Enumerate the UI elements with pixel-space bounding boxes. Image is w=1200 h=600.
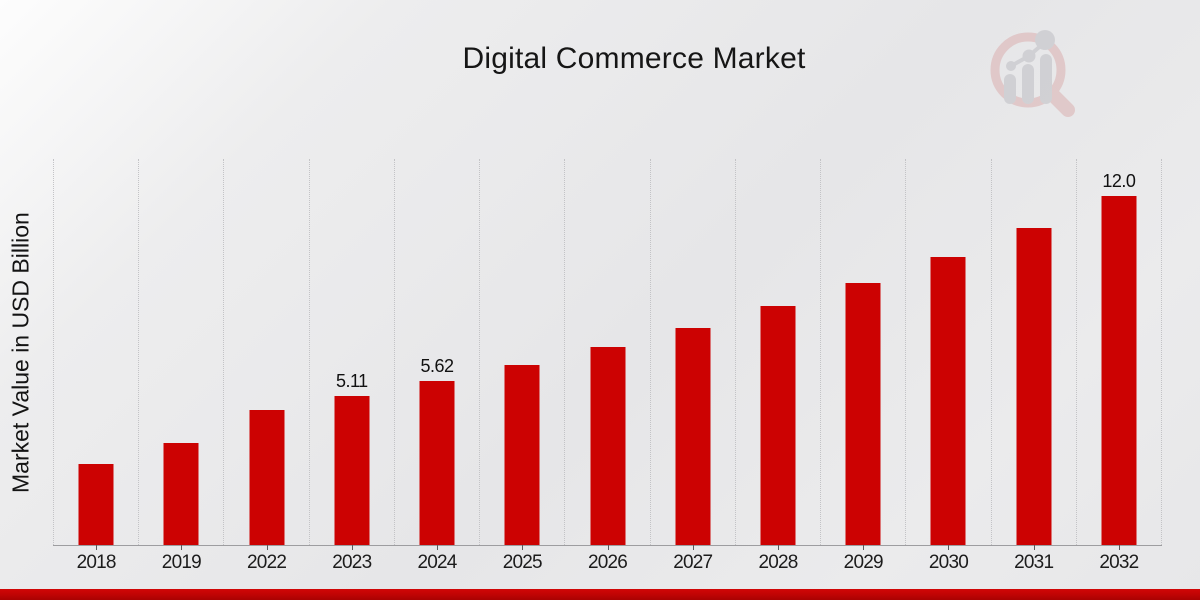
x-axis-label-2019: 2019 [161,552,202,573]
bar-value-label-2023: 5.11 [335,371,368,391]
x-axis-tick-2022 [266,545,268,550]
bar-2030 [930,257,966,545]
x-axis-label-2025: 2025 [502,552,543,573]
bar-slot-2022: 2022 [224,159,310,573]
bar-2032 [1101,196,1137,545]
bar-slot-2023: 5.11 2023 [310,159,395,573]
bar-slot-2031: 2031 [992,159,1077,573]
bar-slot-2029: 2029 [821,159,907,573]
bar-slot-2024: 5.62 2024 [395,159,481,573]
x-axis-label-2023: 2023 [332,552,372,573]
x-axis-label-2024: 2024 [417,552,458,573]
bar-2031 [1016,228,1052,545]
magnifier-handle-icon [1045,87,1075,117]
x-axis-tick-2027 [692,545,694,550]
bar-2023 [334,396,370,545]
bar-2026 [590,347,626,545]
x-axis-label-2022: 2022 [247,552,287,573]
bar-value-label-2032: 12.0 [1102,171,1136,191]
x-axis-tick-2023 [351,545,353,550]
x-axis-label-2027: 2027 [673,552,713,573]
y-axis-label: Market Value in USD Billion [7,212,34,493]
bar-2018 [78,464,114,545]
x-axis-tick-2019 [181,545,183,550]
bar-2022 [249,410,285,545]
bar-slot-2028: 2028 [736,159,822,573]
x-axis-tick-2029 [863,545,865,550]
logo-dot-medium-icon [1022,49,1036,63]
bar-value-label-2024: 5.62 [420,356,455,376]
x-axis-tick-2031 [1033,545,1035,550]
logo-bar-medium-icon [1022,64,1034,104]
logo-dot-large-icon [1035,30,1055,50]
bar-slot-2030: 2030 [906,159,992,573]
magnifier-chart-logo-icon [990,30,1075,117]
x-axis-label-2032: 2032 [1099,552,1139,573]
x-axis-label-2026: 2026 [587,552,628,573]
bar-slot-2019: 2019 [139,159,225,573]
magnifier-ring-icon [990,32,1066,108]
bar-2019 [163,443,199,545]
x-axis-tick-2024 [437,545,439,550]
bar-2027 [675,328,711,545]
x-axis-tick-2026 [607,545,609,550]
x-axis-tick-2030 [948,545,950,550]
logo-dot-small-icon [1006,61,1016,71]
x-axis-tick-2028 [777,545,779,550]
bar-slot-2026: 2026 [565,159,651,573]
x-axis-label-2029: 2029 [843,552,884,573]
x-axis-tick-2018 [96,545,98,550]
footer-accent-bar [0,589,1200,600]
bar-slot-2027: 2027 [651,159,736,573]
x-axis-label-2031: 2031 [1014,552,1054,573]
bar-2025 [504,365,540,545]
bar-2029 [845,283,881,545]
x-axis-label-2018: 2018 [76,552,117,573]
logo-trend-line-icon [1010,40,1047,68]
x-axis-tick-2025 [522,545,524,550]
x-axis-tick-2032 [1118,545,1120,550]
logo-bar-tall-icon [1040,54,1052,104]
bar-2028 [760,306,796,545]
bar-slot-2025: 2025 [480,159,566,573]
logo-bar-small-icon [1004,74,1016,104]
x-axis-label-2028: 2028 [758,552,798,573]
bar-2024 [419,381,455,545]
bar-slot-2032: 12.0 2032 [1077,159,1163,573]
chart-title: Digital Commerce Market [462,42,806,75]
plot-area: 2018 2019 2022 5.11 2023 5.62 2024 2025 2026 2027… [53,159,1163,573]
bar-slot-2018: 2018 [53,159,140,573]
x-axis-label-2030: 2030 [928,552,969,573]
